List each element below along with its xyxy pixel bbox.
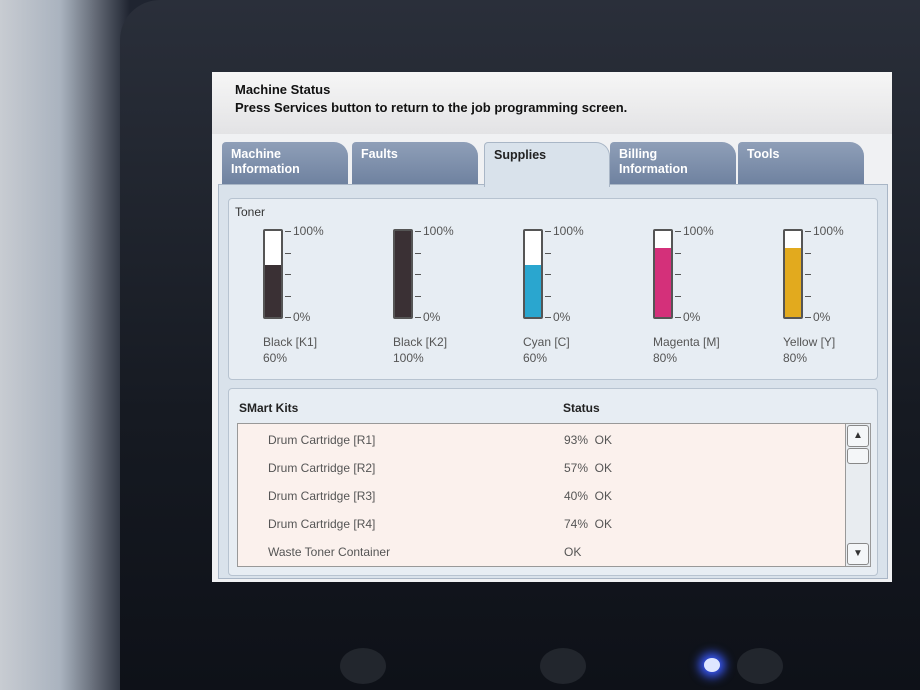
section-title: Toner <box>235 205 266 219</box>
toner-name: Black [K1] <box>263 335 318 349</box>
minor-tick <box>545 295 551 297</box>
scroll-down[interactable]: ▼ <box>847 543 869 565</box>
scale-label: 100% <box>293 224 324 238</box>
toner-tube <box>393 229 413 319</box>
toner-level <box>785 248 801 317</box>
kit-row: Drum Cartridge [R1] 93% OK <box>238 426 846 454</box>
toner-percent: 100% <box>393 351 424 365</box>
kit-row: Drum Cartridge [R3] 40% OK <box>238 482 846 510</box>
minor-tick <box>285 295 291 297</box>
tab[interactable]: Billing Information <box>610 142 736 184</box>
hard-button[interactable] <box>340 648 386 684</box>
minor-tick <box>545 274 551 275</box>
minor-tick <box>675 252 681 254</box>
toner-name: Yellow [Y] <box>783 335 836 349</box>
kit-status: 40% OK <box>564 489 613 503</box>
toner-percent: 80% <box>653 351 678 365</box>
scale-tick <box>675 317 681 318</box>
toner-tube <box>523 229 543 319</box>
scale-tick <box>415 317 421 318</box>
scale-tick <box>285 317 291 318</box>
kit-name: Drum Cartridge [R2] <box>268 461 376 475</box>
minor-tick <box>675 295 681 297</box>
scale-label: 100% <box>423 224 454 238</box>
scale-label: 0% <box>553 310 571 324</box>
tab[interactable]: Faults <box>352 142 478 184</box>
toner-name: Magenta [M] <box>653 335 720 349</box>
kit-status: OK <box>564 545 582 559</box>
kit-status: 57% OK <box>564 461 613 475</box>
toner-percent: 60% <box>523 351 548 365</box>
minor-tick <box>675 274 681 275</box>
tab[interactable]: Tools <box>738 142 864 184</box>
toner-tube <box>263 229 283 319</box>
tab[interactable]: Supplies <box>484 142 610 187</box>
column-header: SMart Kits <box>239 401 299 415</box>
minor-tick <box>545 252 551 254</box>
kit-name: Drum Cartridge [R1] <box>268 433 376 447</box>
scrollbar: ▲ ▼ <box>845 423 871 567</box>
kit-status: 74% OK <box>564 517 613 531</box>
minor-tick <box>415 274 421 275</box>
toner-percent: 80% <box>783 351 808 365</box>
scale-label: 100% <box>553 224 584 238</box>
scale-tick <box>805 231 811 232</box>
kit-status: 93% OK <box>564 433 613 447</box>
scale-label: 100% <box>683 224 714 238</box>
toner-name: Black [K2] <box>393 335 448 349</box>
toner-tube <box>783 229 803 319</box>
toner-level <box>265 265 281 317</box>
toner-box: Toner 100% 0% Black [K1] 60% 100% 0% Black [K2… <box>228 198 878 380</box>
hard-button[interactable] <box>737 648 783 684</box>
kit-row: Drum Cartridge [R4] 74% OK <box>238 510 846 538</box>
scroll-up[interactable]: ▲ <box>847 425 869 447</box>
kit-name: Drum Cartridge [R3] <box>268 489 376 503</box>
minor-tick <box>805 295 811 297</box>
toner-level <box>655 248 671 317</box>
minor-tick <box>285 252 291 254</box>
screen: Machine Status Press Services button to … <box>212 72 892 582</box>
scale-label: 100% <box>813 224 844 238</box>
kit-name: Waste Toner Container <box>268 545 391 559</box>
scale-label: 0% <box>293 310 311 324</box>
toner-level <box>395 231 411 317</box>
column-header: Status <box>563 401 600 415</box>
minor-tick <box>805 274 811 275</box>
scale-tick <box>285 231 291 232</box>
kit-row: Waste Toner Container OK <box>238 538 846 566</box>
toner-percent: 60% <box>263 351 288 365</box>
kit-name: Drum Cartridge [R4] <box>268 517 376 531</box>
header: Machine Status Press Services button to … <box>212 72 892 134</box>
scroll-thumb[interactable] <box>847 448 869 464</box>
scale-label: 0% <box>423 310 441 324</box>
smart-kits-box: SMart Kits Status Drum Cartridge [R1] 93%… <box>228 388 878 576</box>
led <box>704 658 720 672</box>
title: Machine Status <box>235 82 331 97</box>
scale-tick <box>675 231 681 232</box>
scale-tick <box>415 231 421 232</box>
scale-label: 0% <box>683 310 701 324</box>
subtitle: Press Services button to return to the j… <box>235 100 628 115</box>
toner-tube <box>653 229 673 319</box>
scale-tick <box>545 317 551 318</box>
tab[interactable]: Machine Information <box>222 142 348 184</box>
toner-level <box>525 265 541 317</box>
minor-tick <box>415 252 421 254</box>
minor-tick <box>805 252 811 254</box>
toner-name: Cyan [C] <box>523 335 570 349</box>
kit-row: Drum Cartridge [R2] 57% OK <box>238 454 846 482</box>
scale-tick <box>805 317 811 318</box>
minor-tick <box>285 274 291 275</box>
minor-tick <box>415 295 421 297</box>
scale-tick <box>545 231 551 232</box>
hard-button[interactable] <box>540 648 586 684</box>
list: Drum Cartridge [R1] 93% OK Drum Cartridge … <box>237 423 847 567</box>
scale-label: 0% <box>813 310 831 324</box>
